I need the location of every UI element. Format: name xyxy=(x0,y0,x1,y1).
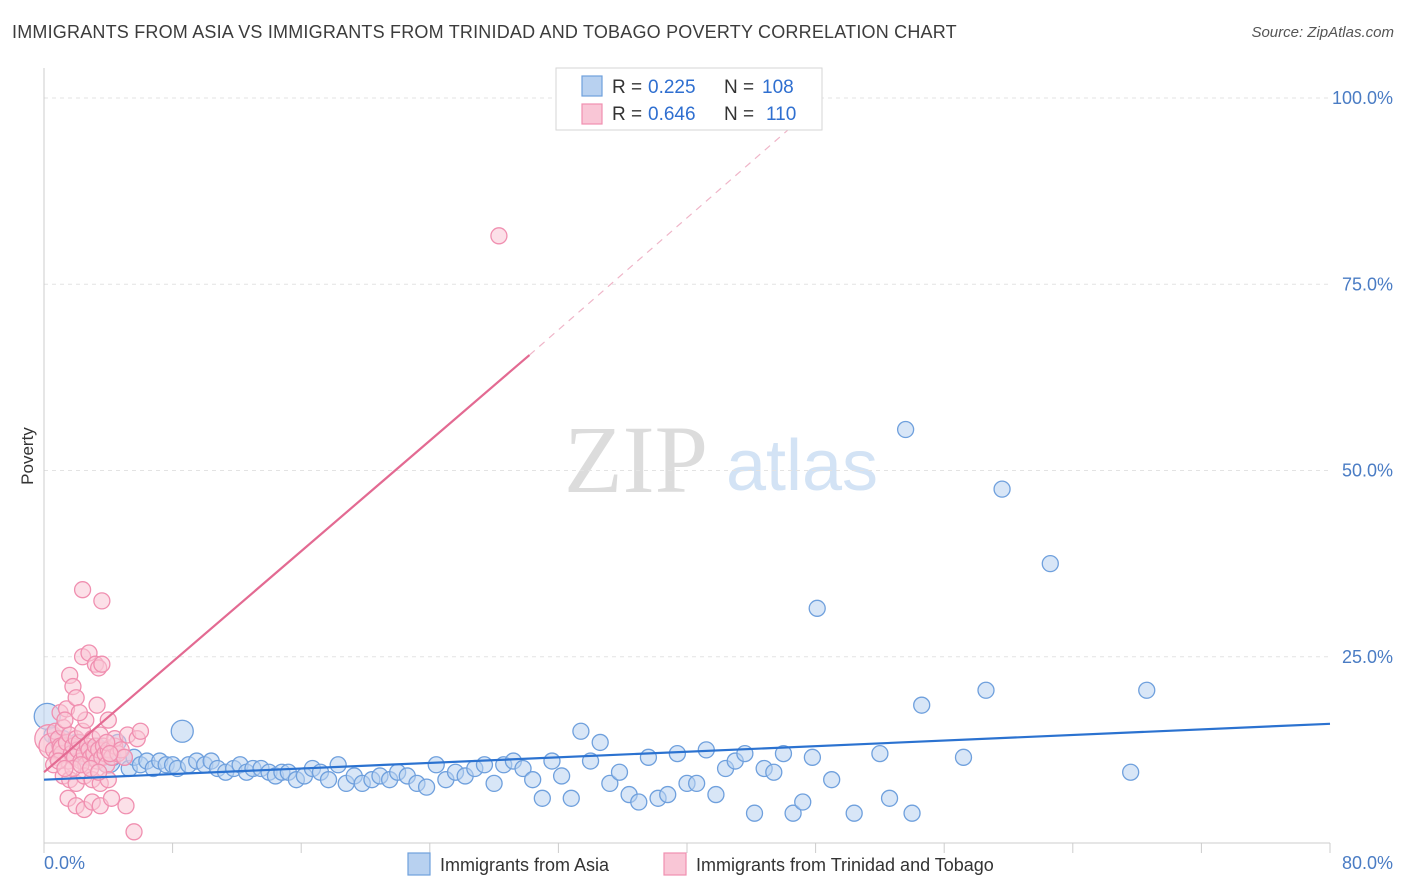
asia-point-108 xyxy=(993,480,1011,498)
correlation-legend: R = 0.225 N = 108 R = 0.646 N = 110 xyxy=(555,67,823,131)
y-axis-title: Poverty xyxy=(18,427,37,485)
asia-point-98 xyxy=(808,599,826,617)
points-series-trinidad xyxy=(34,227,508,841)
asia-point-105 xyxy=(913,696,931,714)
x-tick-label-min: 0.0% xyxy=(44,853,85,873)
y-tick-label-0: 25.0% xyxy=(1342,647,1393,667)
asia-point-97 xyxy=(803,748,822,766)
legend-r-value-asia: 0.225 xyxy=(648,77,696,98)
asia-point-85 xyxy=(687,774,706,793)
legend-n-label-asia: N = xyxy=(724,77,754,98)
bottom-legend-label-trinidad: Immigrants from Trinidad and Tobago xyxy=(696,855,994,875)
trinidad-point-82 xyxy=(56,759,74,778)
y-tick-label-1: 50.0% xyxy=(1342,461,1393,481)
asia-point-72 xyxy=(562,789,580,807)
chart-title: IMMIGRANTS FROM ASIA VS IMMIGRANTS FROM … xyxy=(12,22,957,42)
trend-line-trinidad xyxy=(43,354,531,774)
trinidad-point-74 xyxy=(117,797,135,815)
asia-point-100 xyxy=(845,804,863,822)
legend-r-label-trinidad: R = xyxy=(612,104,642,125)
trinidad-point-60 xyxy=(93,592,111,610)
legend-r-label-asia: R = xyxy=(612,77,642,98)
asia-point-79 xyxy=(630,793,648,811)
grid-layer xyxy=(44,97,1330,658)
watermark-atlas: atlas xyxy=(726,426,878,506)
asia-point-77 xyxy=(610,763,629,781)
legend-swatch-trinidad xyxy=(581,103,603,125)
asia-point-68 xyxy=(524,771,542,789)
asia-point-93 xyxy=(765,763,783,781)
trend-layer xyxy=(43,112,1331,781)
asia-point-96 xyxy=(794,793,812,811)
asia-point-103 xyxy=(896,420,915,439)
trinidad-point-86 xyxy=(101,744,119,763)
trinidad-point-75 xyxy=(125,823,143,841)
asia-point-46 xyxy=(319,771,338,789)
asia-point-69 xyxy=(533,789,551,807)
asia-point-99 xyxy=(823,771,841,789)
y-tick-label-3: 100.0% xyxy=(1332,88,1393,108)
watermark: ZIP atlas xyxy=(564,406,878,513)
asia-point-67 xyxy=(514,759,532,778)
trinidad-point-58 xyxy=(131,722,150,740)
asia-point-75 xyxy=(591,733,609,752)
asia-point-101 xyxy=(871,744,889,763)
legend-n-value-trinidad: 110 xyxy=(766,104,796,125)
asia-point-95 xyxy=(784,804,802,822)
asia-point-58 xyxy=(427,756,445,774)
asia-point-70 xyxy=(543,752,561,770)
trinidad-point-54 xyxy=(99,711,117,729)
asia-point-80 xyxy=(639,748,658,766)
trend-line-asia xyxy=(43,722,1331,781)
series-legend: Immigrants from Asia Immigrants from Tri… xyxy=(407,852,994,876)
asia-point-107 xyxy=(977,681,995,699)
asia-point-64 xyxy=(485,774,503,793)
asia-point-111 xyxy=(1138,681,1156,699)
asia-point-83 xyxy=(668,744,687,763)
asia-point-87 xyxy=(707,785,725,804)
trinidad-point-50 xyxy=(88,696,106,714)
bottom-legend-swatch-trinidad xyxy=(663,852,687,876)
asia-point-76 xyxy=(601,774,619,793)
trinidad-point-59 xyxy=(73,581,92,599)
asia-point-104 xyxy=(903,804,921,822)
asia-point-26 xyxy=(170,719,194,743)
asia-point-63 xyxy=(475,756,494,774)
asia-point-94 xyxy=(774,744,793,763)
asia-point-73 xyxy=(572,722,590,740)
asia-point-57 xyxy=(417,778,436,796)
asia-point-71 xyxy=(552,767,571,785)
asia-point-110 xyxy=(1122,763,1140,781)
legend-n-value-asia: 108 xyxy=(762,77,794,98)
trinidad-point-84 xyxy=(115,748,134,766)
trinidad-point-53 xyxy=(56,711,74,729)
legend-swatch-asia xyxy=(581,75,603,97)
trinidad-point-49 xyxy=(93,655,111,673)
asia-point-91 xyxy=(745,804,764,822)
trinidad-point-44 xyxy=(67,689,85,707)
legend-n-label-trinidad: N = xyxy=(724,104,754,125)
watermark-zip: ZIP xyxy=(564,406,708,513)
y-tick-label-2: 75.0% xyxy=(1342,274,1393,294)
bottom-legend-swatch-asia xyxy=(407,852,431,876)
asia-point-47 xyxy=(329,756,347,774)
x-tick-label-max: 80.0% xyxy=(1342,853,1393,873)
asia-point-102 xyxy=(880,789,899,807)
bottom-legend-label-asia: Immigrants from Asia xyxy=(440,855,610,875)
trend-line-trinidad-extension xyxy=(529,112,808,356)
tick-layer: 25.0% 50.0% 75.0% 100.0% 0.0% 80.0% xyxy=(43,88,1393,873)
trinidad-point-73 xyxy=(102,789,121,807)
chart-source: Source: ZipAtlas.com xyxy=(1251,24,1394,41)
trinidad-point-87 xyxy=(490,227,508,245)
legend-r-value-trinidad: 0.646 xyxy=(648,104,696,125)
trinidad-point-52 xyxy=(70,703,89,722)
asia-point-106 xyxy=(954,748,973,766)
asia-point-82 xyxy=(659,785,677,804)
asia-point-109 xyxy=(1041,554,1059,573)
